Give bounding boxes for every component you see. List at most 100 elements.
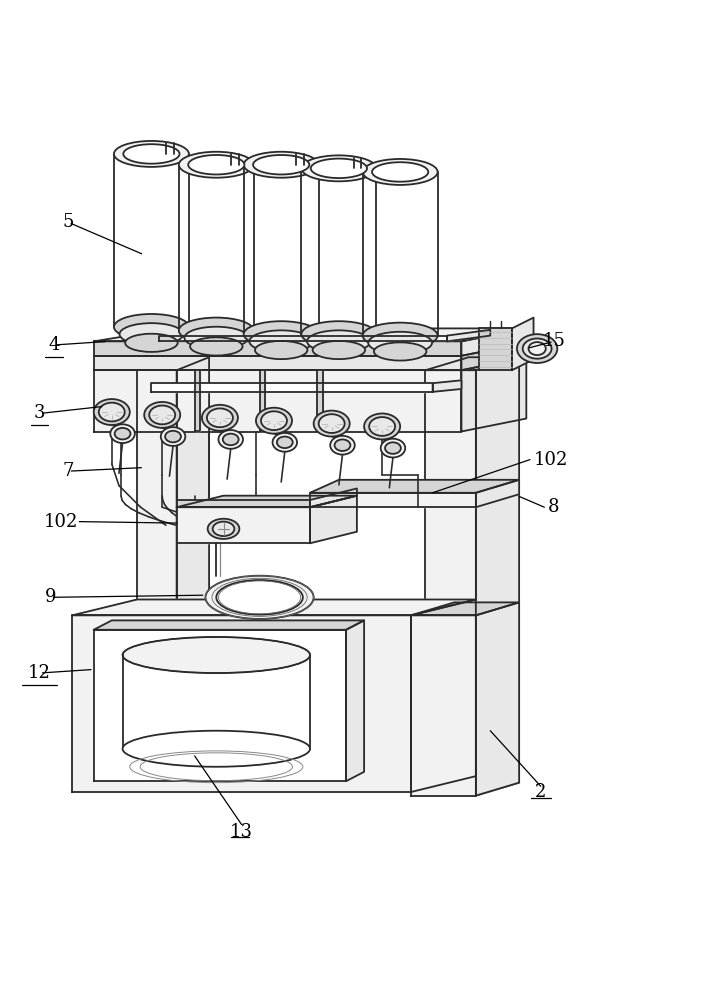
Polygon shape	[94, 620, 364, 630]
Polygon shape	[476, 357, 519, 796]
Ellipse shape	[188, 155, 244, 174]
Ellipse shape	[307, 330, 371, 352]
Ellipse shape	[273, 433, 297, 452]
Polygon shape	[461, 328, 526, 356]
Ellipse shape	[249, 330, 313, 352]
Polygon shape	[177, 507, 310, 543]
Ellipse shape	[223, 434, 239, 445]
Polygon shape	[363, 172, 438, 336]
Ellipse shape	[253, 155, 309, 174]
Ellipse shape	[202, 405, 238, 431]
Ellipse shape	[190, 337, 242, 356]
Ellipse shape	[179, 152, 254, 178]
Ellipse shape	[213, 522, 234, 536]
Polygon shape	[94, 341, 461, 356]
Ellipse shape	[314, 411, 350, 437]
Text: 13: 13	[230, 823, 253, 841]
Polygon shape	[94, 328, 526, 341]
Polygon shape	[433, 380, 461, 392]
Polygon shape	[310, 480, 519, 493]
Polygon shape	[179, 165, 254, 331]
Polygon shape	[72, 615, 411, 792]
Polygon shape	[114, 154, 189, 327]
Ellipse shape	[335, 439, 350, 451]
Polygon shape	[317, 370, 323, 431]
Polygon shape	[512, 318, 534, 370]
Polygon shape	[94, 356, 461, 370]
Ellipse shape	[330, 436, 355, 455]
Polygon shape	[411, 599, 476, 792]
Ellipse shape	[313, 341, 365, 359]
Ellipse shape	[218, 430, 243, 449]
Ellipse shape	[244, 321, 319, 347]
Ellipse shape	[256, 408, 292, 434]
Polygon shape	[177, 357, 209, 716]
Text: 12: 12	[28, 664, 51, 682]
Polygon shape	[244, 165, 319, 334]
Polygon shape	[447, 330, 490, 341]
Ellipse shape	[369, 417, 395, 436]
Ellipse shape	[517, 334, 557, 363]
Ellipse shape	[179, 318, 254, 344]
Polygon shape	[301, 168, 376, 334]
Polygon shape	[411, 602, 519, 615]
Ellipse shape	[208, 519, 239, 539]
Polygon shape	[310, 488, 357, 507]
Ellipse shape	[372, 162, 428, 182]
Ellipse shape	[277, 437, 293, 448]
Polygon shape	[346, 620, 364, 781]
Ellipse shape	[385, 442, 401, 454]
Text: 4: 4	[48, 336, 60, 354]
Ellipse shape	[161, 427, 185, 446]
Ellipse shape	[149, 406, 175, 424]
Text: 15: 15	[542, 332, 565, 350]
Ellipse shape	[363, 323, 438, 349]
Polygon shape	[260, 370, 265, 431]
Ellipse shape	[216, 580, 303, 615]
Ellipse shape	[368, 332, 432, 354]
Ellipse shape	[123, 637, 310, 673]
Ellipse shape	[261, 411, 287, 430]
Ellipse shape	[165, 431, 181, 442]
Polygon shape	[310, 496, 357, 543]
Ellipse shape	[363, 159, 438, 185]
Ellipse shape	[110, 424, 135, 443]
Polygon shape	[94, 630, 346, 781]
Ellipse shape	[364, 413, 400, 439]
Polygon shape	[159, 336, 447, 341]
Ellipse shape	[255, 341, 307, 359]
Text: 8: 8	[548, 498, 559, 516]
Ellipse shape	[301, 321, 376, 347]
Ellipse shape	[94, 399, 130, 425]
Text: 5: 5	[63, 213, 74, 231]
Polygon shape	[151, 383, 433, 392]
Ellipse shape	[374, 342, 426, 361]
Polygon shape	[476, 480, 519, 507]
Ellipse shape	[301, 155, 376, 181]
Ellipse shape	[528, 342, 546, 355]
Polygon shape	[461, 343, 526, 370]
Ellipse shape	[381, 439, 405, 457]
Ellipse shape	[123, 144, 180, 164]
Polygon shape	[94, 370, 461, 432]
Ellipse shape	[123, 731, 310, 767]
Polygon shape	[476, 602, 519, 796]
Text: 102: 102	[43, 513, 78, 531]
Text: 9: 9	[45, 588, 56, 606]
Polygon shape	[195, 370, 200, 431]
Ellipse shape	[114, 141, 189, 167]
Ellipse shape	[311, 159, 367, 178]
Ellipse shape	[144, 402, 180, 428]
Ellipse shape	[205, 576, 314, 619]
Text: 7: 7	[63, 462, 74, 480]
Polygon shape	[425, 357, 519, 370]
Polygon shape	[137, 370, 177, 716]
Ellipse shape	[523, 338, 552, 359]
Polygon shape	[411, 615, 476, 796]
Text: 3: 3	[34, 404, 45, 422]
Ellipse shape	[99, 403, 125, 421]
Text: 2: 2	[535, 783, 547, 801]
Polygon shape	[177, 496, 357, 507]
Ellipse shape	[120, 323, 183, 345]
Ellipse shape	[114, 314, 189, 340]
